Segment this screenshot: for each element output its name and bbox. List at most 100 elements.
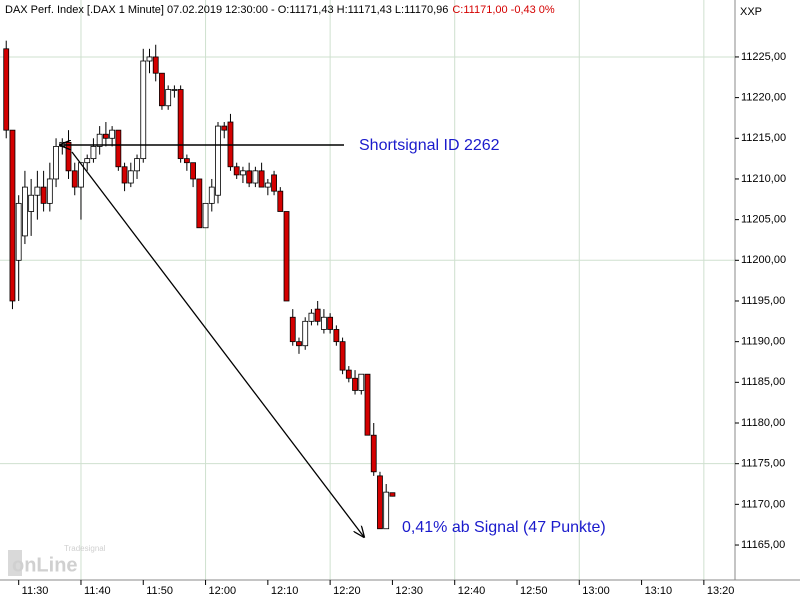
candle-body	[90, 146, 97, 160]
candle-body	[383, 491, 390, 530]
candle-body	[46, 178, 53, 204]
candle-body	[34, 186, 41, 196]
candle-body	[22, 186, 28, 237]
y-tick-label: 11190,00	[741, 336, 785, 348]
watermark-text: Tradesignal	[64, 544, 106, 553]
candle-body	[202, 202, 209, 229]
chart-title: DAX Perf. Index [.DAX 1 Minute] 07.02.20…	[5, 4, 448, 16]
candle-body	[246, 170, 253, 184]
x-tick-label: 13:00	[582, 585, 610, 597]
x-tick-label: 12:30	[395, 585, 423, 597]
candle-body	[389, 492, 396, 497]
y-tick-label: 11185,00	[741, 376, 785, 388]
candle-body	[258, 170, 265, 188]
y-tick-label: 11220,00	[741, 92, 786, 104]
candle-body	[345, 369, 352, 379]
y-tick-label: 11175,00	[741, 458, 785, 470]
candle-body	[115, 129, 122, 168]
candle-body	[364, 373, 371, 436]
candle-body	[53, 146, 59, 180]
candle-body	[208, 186, 215, 204]
x-tick-label: 13:20	[707, 585, 735, 597]
y-tick-label: 11195,00	[741, 295, 785, 307]
candle-body	[215, 125, 221, 196]
candle-body	[277, 190, 284, 212]
y-tick-label: 11200,00	[741, 254, 786, 266]
candle-body	[240, 170, 246, 176]
axes: 11165,00 11170,00 11175,00 11180,00 11185,00…	[18, 51, 786, 597]
x-tick-label: 11:30	[22, 585, 49, 597]
candle-body	[71, 170, 78, 188]
candle-body	[102, 133, 109, 139]
x-tick-label: 12:10	[271, 585, 299, 597]
y-tick-label: 11205,00	[741, 214, 786, 226]
y-tick-label: 11165,00	[741, 539, 785, 551]
x-tick-label: 12:00	[209, 585, 237, 597]
candle-body	[15, 202, 22, 261]
candle-body	[308, 312, 315, 322]
candle-body	[352, 377, 358, 391]
candle-body	[339, 341, 346, 371]
y-tick-label: 11170,00	[741, 498, 785, 510]
x-tick-label: 12:20	[333, 585, 361, 597]
candle-body	[84, 158, 91, 164]
candle-body	[190, 162, 196, 180]
candle-body	[177, 89, 184, 160]
corner-label: XXP	[740, 6, 762, 18]
candle-body	[159, 72, 165, 107]
candle-body	[28, 194, 35, 212]
candle-body	[289, 316, 296, 343]
candle-body	[171, 89, 178, 91]
candle-body	[9, 129, 16, 302]
candle-body	[146, 56, 153, 62]
candle-body	[271, 174, 277, 192]
candle-body	[78, 162, 84, 188]
candle-body	[296, 341, 302, 347]
candle-body	[127, 170, 134, 184]
chart-title-change: C:11171,00 -0,43 0%	[452, 4, 555, 16]
x-tick-label: 11:50	[146, 585, 173, 597]
candle-body	[121, 166, 128, 184]
annotation: 0,41% ab Signal (47 Punkte)	[402, 519, 606, 536]
x-tick-label: 13:10	[645, 585, 673, 597]
candle-body	[320, 316, 327, 330]
candle-body	[264, 182, 271, 188]
candle-body	[314, 308, 321, 322]
candle-body	[134, 158, 140, 172]
x-tick-label: 12:50	[520, 585, 548, 597]
candle-body	[96, 133, 103, 147]
x-tick-label: 12:40	[458, 585, 486, 597]
candle-body	[302, 320, 309, 347]
candle-body	[183, 158, 190, 164]
watermark-logo: onLine	[12, 554, 78, 576]
watermark: onLine Tradesignal	[8, 544, 106, 576]
candles	[3, 40, 396, 530]
y-tick-label: 11210,00	[741, 173, 786, 185]
candle-body	[370, 434, 377, 473]
grid	[0, 0, 735, 580]
move-arrow	[71, 151, 364, 537]
candle-body	[283, 211, 290, 302]
candle-body	[65, 141, 72, 172]
candle-body	[40, 186, 47, 204]
candle-body	[233, 166, 240, 176]
watermark-box	[8, 550, 22, 576]
candle-body	[109, 129, 116, 139]
candle-body	[165, 89, 172, 107]
candle-body	[152, 56, 159, 74]
candle-body	[377, 475, 383, 530]
candle-body	[252, 170, 259, 184]
candle-body	[196, 178, 203, 229]
x-tick-label: 11:40	[84, 585, 111, 597]
candle-body	[327, 316, 334, 330]
candle-body	[3, 48, 10, 131]
candle-body	[333, 329, 340, 343]
y-tick-label: 11225,00	[741, 51, 786, 63]
annotation: Shortsignal ID 2262	[359, 137, 500, 154]
candle-body	[140, 60, 147, 160]
candle-body	[221, 125, 228, 131]
y-tick-label: 11180,00	[741, 417, 785, 429]
candle-body	[358, 373, 365, 391]
